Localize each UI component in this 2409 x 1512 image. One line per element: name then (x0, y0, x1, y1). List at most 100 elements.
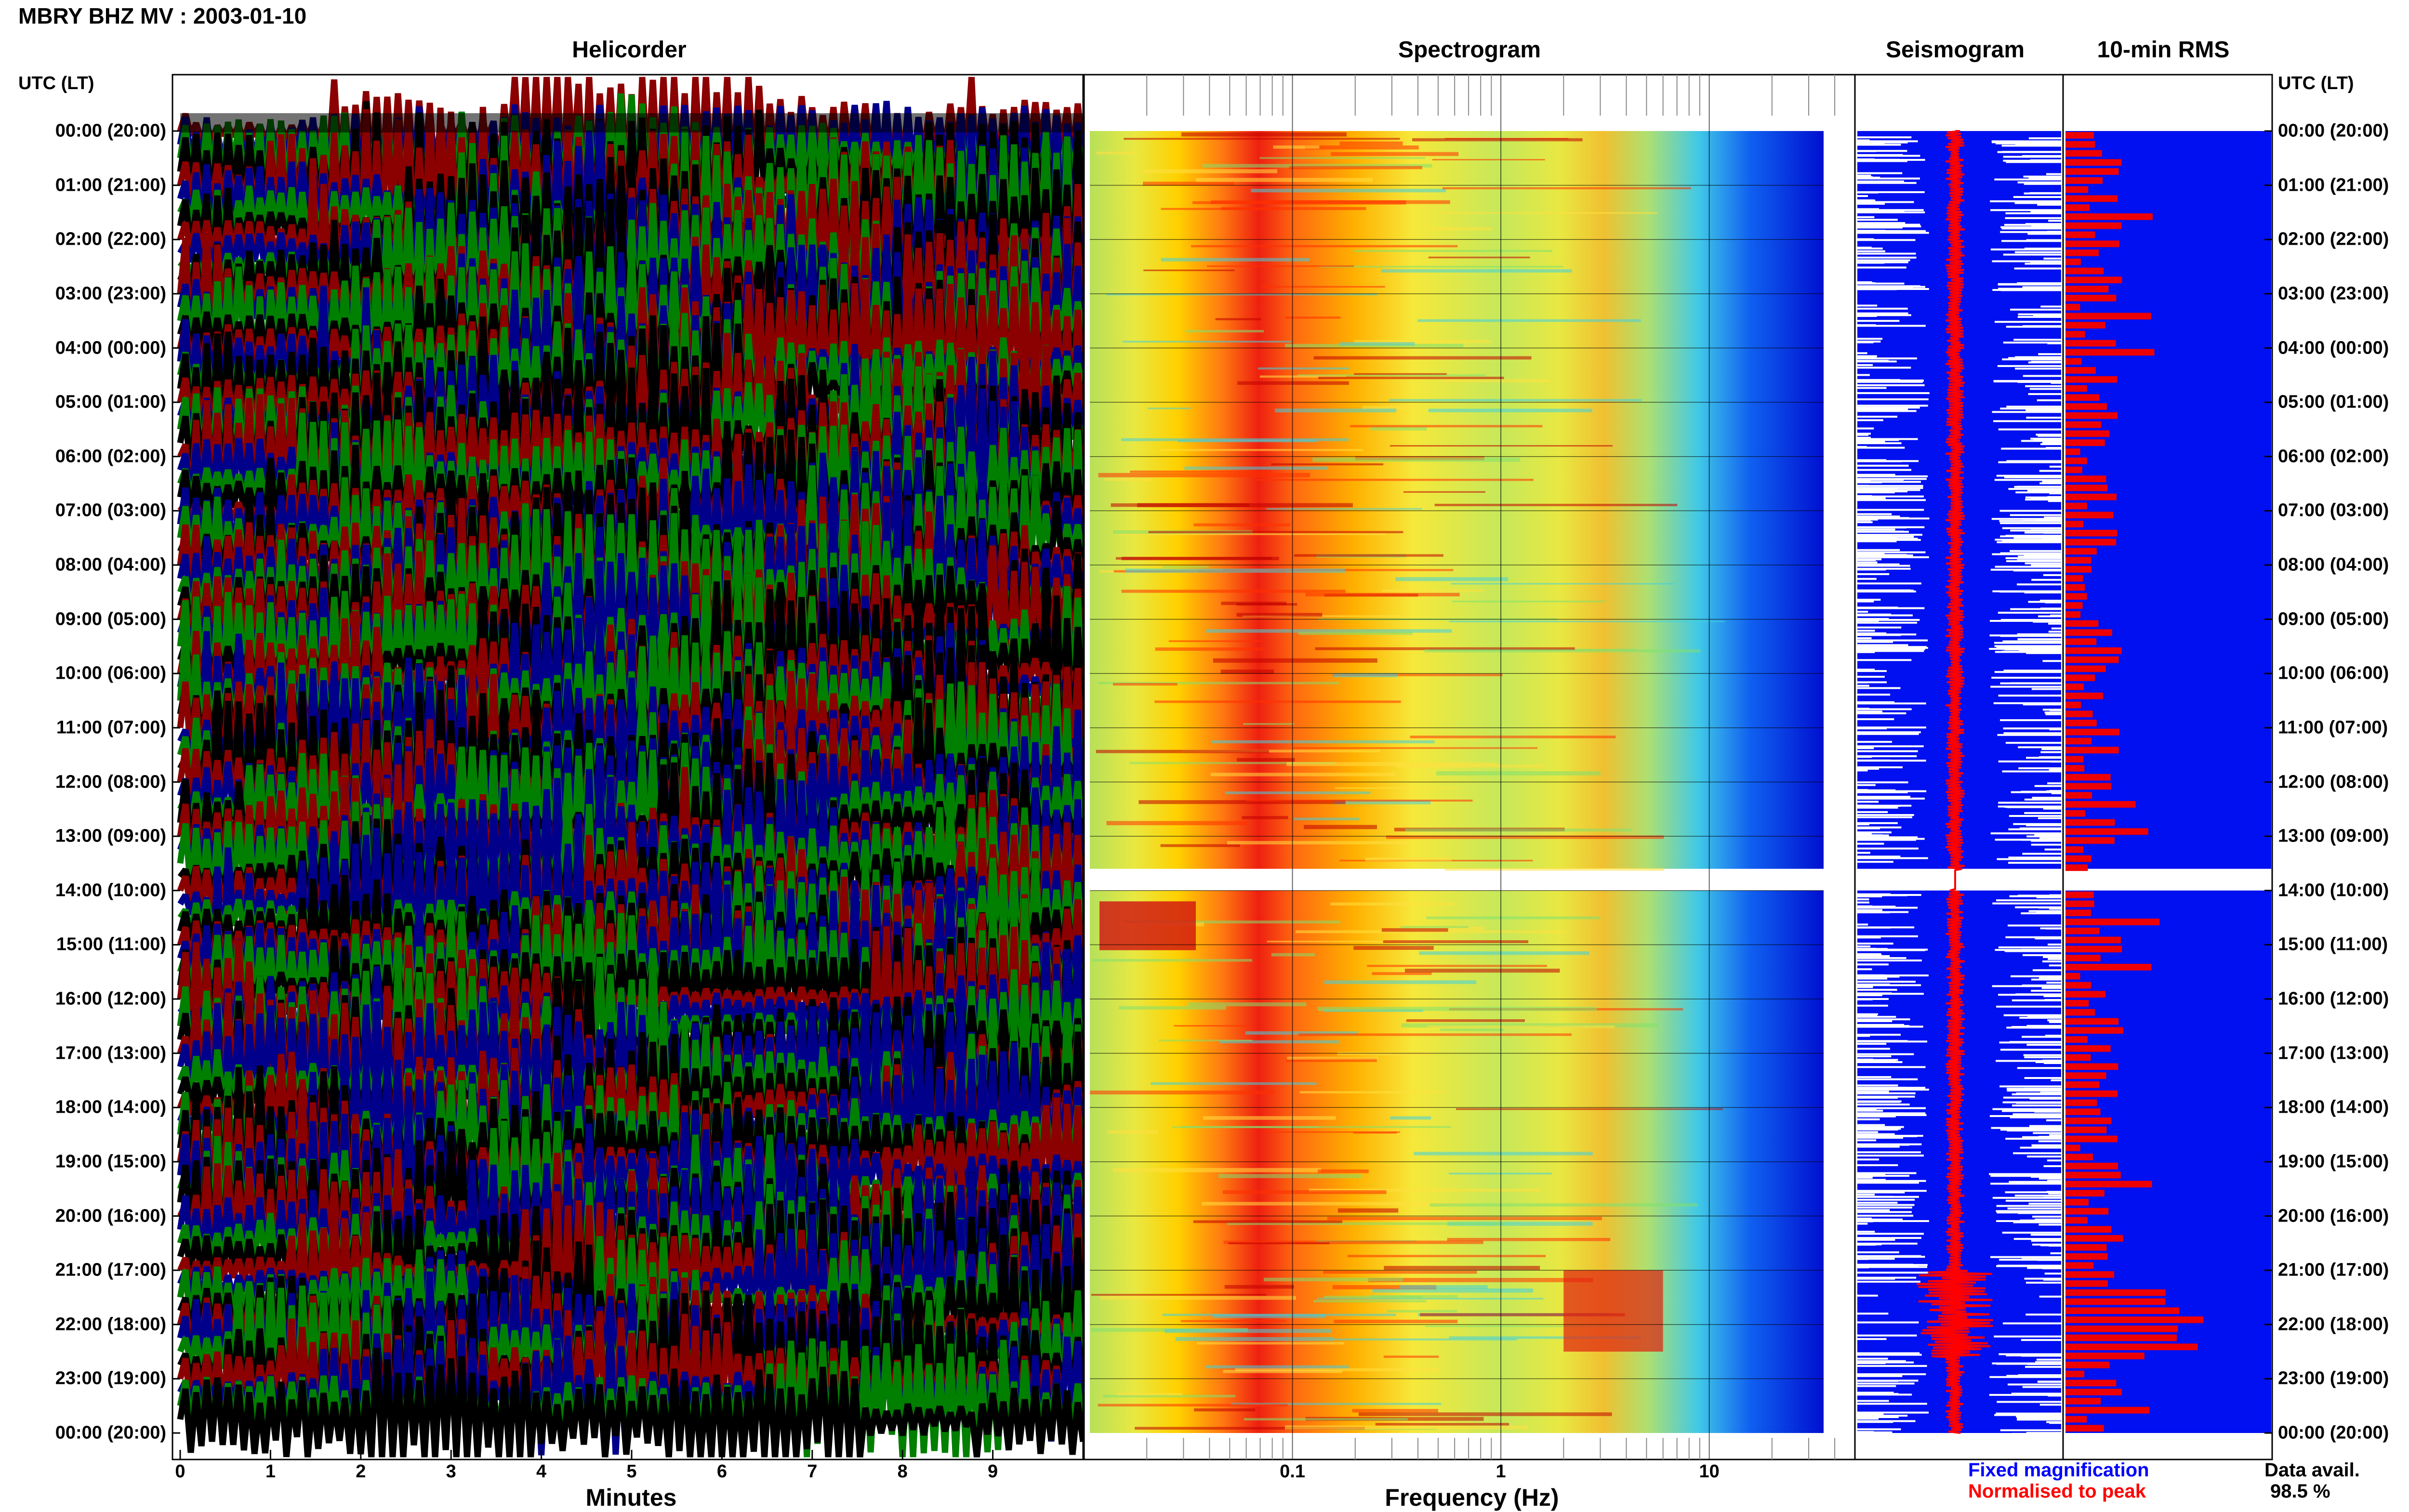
seismogram-noise-left (1857, 1107, 1926, 1109)
spectrogram-streak (1353, 250, 1553, 252)
seismogram-noise-right (1990, 685, 2061, 688)
seismogram-noise-right (2048, 631, 2061, 633)
seismogram-noise-left (1857, 589, 1911, 592)
rms-bar (2065, 674, 2095, 682)
rms-bar (2065, 638, 2097, 645)
seismogram-noise-right (2013, 339, 2061, 341)
rms-bar (2065, 909, 2091, 917)
seismogram-noise-left (1857, 1258, 1895, 1260)
seismogram-noise-right (2000, 231, 2061, 233)
seismogram-noise-right (2036, 1358, 2061, 1361)
seismogram-noise-left (1857, 822, 1898, 824)
seismogram-noise-right (2029, 1125, 2061, 1127)
seismogram-noise-right (2030, 262, 2061, 264)
spectrogram-streak (1104, 478, 1152, 481)
time-label-left: 05:00 (01:00) (55, 392, 166, 412)
spectrogram-streak (1213, 658, 1377, 663)
seismogram-noise-left (1857, 160, 1907, 162)
time-label-left: 04:00 (00:00) (55, 338, 166, 358)
seismogram-noise-left (1857, 1277, 1895, 1280)
seismogram-noise-right (2039, 470, 2061, 472)
seismogram-noise-left (1857, 769, 1868, 772)
seismogram-noise-left (1857, 573, 1890, 575)
seismogram-noise-left (1857, 733, 1919, 735)
seismogram-noise-right (1995, 565, 2061, 568)
seismogram-noise-right (2017, 1419, 2061, 1421)
seismogram-noise-left (1857, 515, 1900, 518)
seismogram-noise-left (1857, 209, 1924, 211)
seismogram-noise-left (1857, 1214, 1914, 1217)
seismogram-noise-left (1857, 726, 1926, 729)
spectrogram-streak (1121, 590, 1346, 593)
seismogram-noise-left (1857, 1201, 1898, 1204)
seismogram-noise-left (1857, 225, 1889, 227)
spectrogram-streak (1268, 200, 1406, 205)
seismogram-noise-left (1857, 158, 1875, 160)
rms-bar (2065, 1425, 2104, 1432)
seismogram-noise-right (2030, 437, 2061, 440)
seismogram-noise-left (1857, 1416, 1899, 1418)
seismogram-noise-left (1857, 556, 1929, 558)
seismogram-noise-right (2050, 1252, 2061, 1254)
rms-bar (2065, 1271, 2115, 1278)
spectrogram-streak (1294, 817, 1360, 820)
seismogram-noise-right (2038, 1223, 2061, 1226)
seismogram-noise-left (1857, 1220, 1873, 1223)
seismogram-noise-left (1857, 287, 1913, 289)
seismogram-noise-right (2009, 1181, 2061, 1183)
seismogram-noise-left (1857, 438, 1918, 440)
spectrogram-streak (1243, 723, 1295, 725)
seismogram-noise-right (1994, 479, 2061, 481)
seismogram-noise-right (2022, 984, 2061, 986)
seismogram-noise-left (1857, 150, 1907, 152)
seismogram-noise-left (1857, 651, 1875, 653)
seismogram-panel (1857, 130, 2061, 1435)
seismogram-noise-right (2010, 514, 2061, 516)
time-label-right: 05:00 (01:00) (2278, 392, 2389, 412)
seismogram-noise-left (1857, 647, 1901, 649)
spectrogram-block-upper (1090, 131, 1824, 869)
seismogram-noise-left (1857, 1118, 1880, 1120)
time-label-right: 10:00 (06:00) (2278, 663, 2389, 684)
seismogram-noise-right (2001, 447, 2061, 450)
spectrogram-streak (1251, 188, 1446, 193)
seismogram-noise-right (2027, 489, 2061, 492)
seismogram-noise-left (1857, 1144, 1910, 1146)
seismogram-noise-right (2025, 1281, 2061, 1284)
seismogram-noise-right (2025, 562, 2061, 565)
axis-ticks (172, 130, 2272, 1459)
helicorder-title: Helicorder (572, 37, 687, 63)
seismogram-noise-left (1857, 578, 1877, 580)
spectrogram-streak (1207, 265, 1354, 267)
seismogram-noise-left (1857, 791, 1908, 793)
seismogram-noise-right (1994, 645, 2061, 647)
seismogram-noise-left (1857, 356, 1876, 358)
seismogram-noise-left (1857, 582, 1921, 585)
spectrogram-streak (1273, 145, 1320, 149)
seismogram-noise-left (1857, 1431, 1893, 1433)
seismogram-noise-left (1857, 150, 1877, 152)
seismogram-noise-right (2003, 670, 2061, 672)
spectrogram-streak (1370, 427, 1427, 431)
seismogram-noise-left (1857, 906, 1896, 908)
rms-bar (2065, 475, 2106, 483)
rms-bar (2065, 1162, 2118, 1170)
spectrogram-streak (1332, 1338, 1517, 1341)
seismogram-noise-right (2008, 862, 2061, 864)
seismogram-noise-left (1857, 540, 1897, 542)
spectrogram-streak (1432, 159, 1545, 160)
spectrogram-streak (1400, 1285, 1488, 1289)
seismogram-noise-right (1997, 1211, 2061, 1214)
seismogram-noise-left (1857, 1357, 1888, 1360)
seismogram-noise-left (1857, 755, 1917, 757)
rms-bar (2065, 720, 2097, 726)
seismogram-noise-right (1996, 142, 2061, 145)
rms-bar (2065, 1036, 2088, 1043)
spectrogram-streak (1309, 1188, 1541, 1192)
spectrogram-streak (1184, 466, 1327, 470)
seismogram-noise-right (2010, 529, 2061, 532)
seismogram-noise-left (1857, 464, 1909, 467)
seismogram-noise-right (2036, 434, 2061, 436)
seismogram-noise-right (2001, 145, 2061, 147)
